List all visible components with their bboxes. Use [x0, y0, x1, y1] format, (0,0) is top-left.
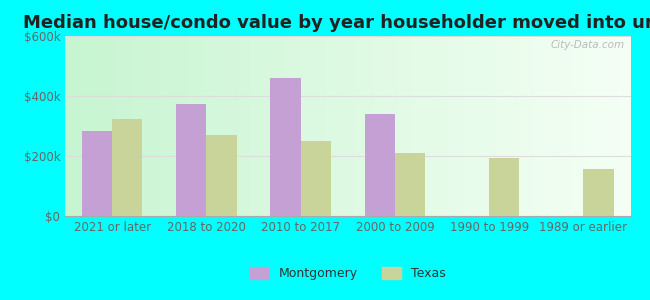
- Bar: [300, 141, 331, 216]
- Bar: [489, 158, 519, 216]
- Text: City-Data.com: City-Data.com: [551, 40, 625, 50]
- Bar: [270, 78, 300, 216]
- Title: Median house/condo value by year householder moved into unit: Median house/condo value by year househo…: [23, 14, 650, 32]
- Bar: [207, 135, 237, 216]
- Legend: Montgomery, Texas: Montgomery, Texas: [244, 262, 451, 285]
- Bar: [82, 130, 112, 216]
- Bar: [584, 169, 614, 216]
- Bar: [176, 103, 206, 216]
- Bar: [112, 118, 142, 216]
- Bar: [395, 153, 425, 216]
- Bar: [365, 114, 395, 216]
